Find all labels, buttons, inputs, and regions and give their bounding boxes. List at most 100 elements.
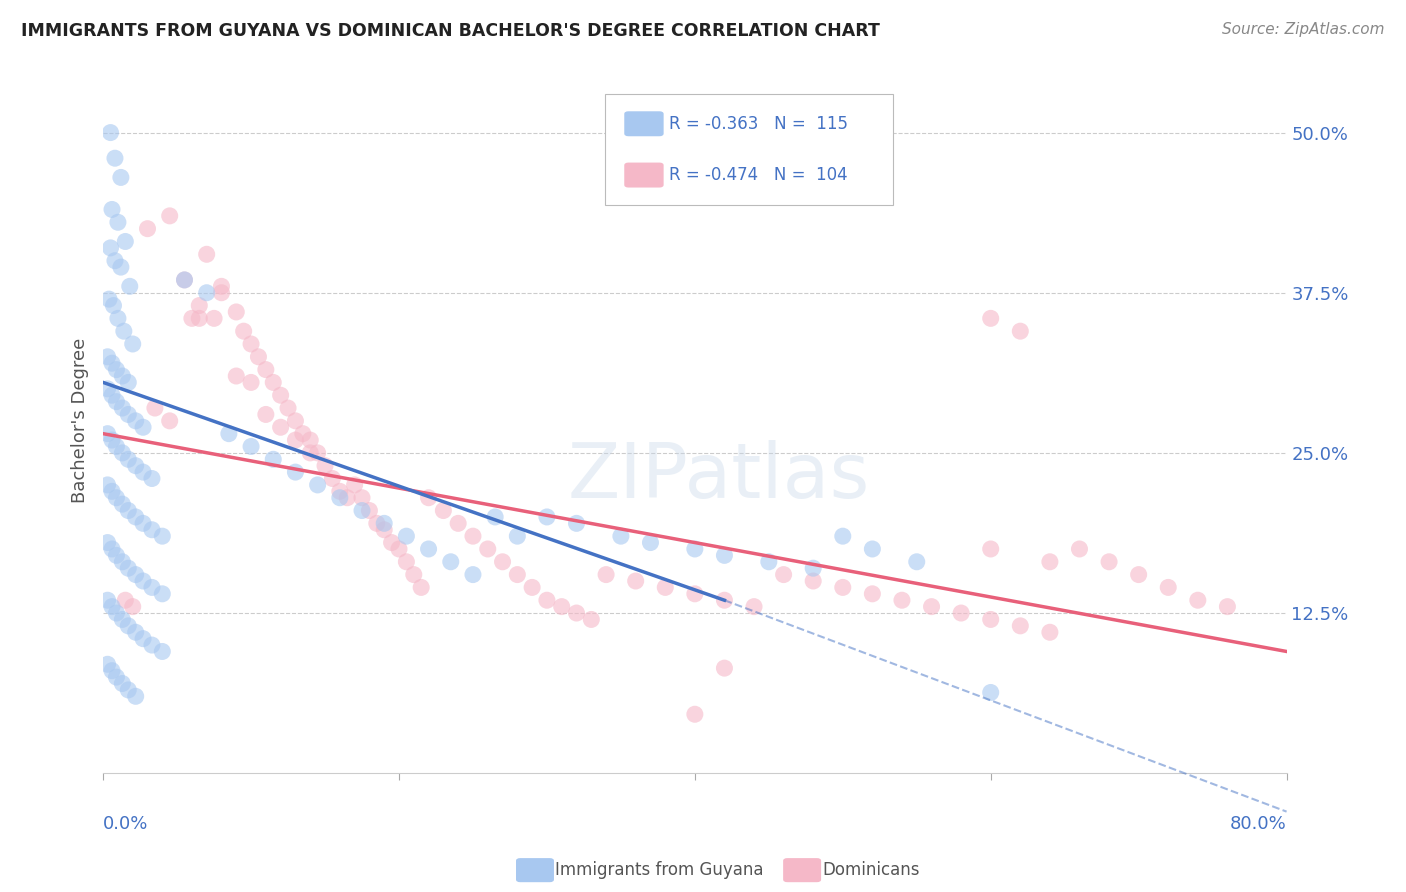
Point <box>132 465 155 479</box>
Point <box>141 471 163 485</box>
Point <box>100 126 122 140</box>
Point <box>211 285 233 300</box>
Point <box>188 311 211 326</box>
Point <box>536 510 558 524</box>
Point <box>101 356 124 370</box>
Point <box>240 337 263 351</box>
Point <box>307 446 329 460</box>
Point <box>202 311 225 326</box>
Text: 0.0%: 0.0% <box>103 815 149 833</box>
Point <box>388 541 411 556</box>
Text: 80.0%: 80.0% <box>1230 815 1286 833</box>
Point <box>111 401 134 415</box>
Point <box>291 426 314 441</box>
Point <box>395 529 418 543</box>
Point <box>461 567 484 582</box>
Point <box>270 388 292 402</box>
Point <box>124 625 146 640</box>
Point <box>683 707 706 722</box>
Point <box>772 567 794 582</box>
Y-axis label: Bachelor's Degree: Bachelor's Degree <box>72 338 89 503</box>
Point <box>101 541 124 556</box>
Point <box>270 420 292 434</box>
Point <box>801 574 824 588</box>
Point <box>654 581 676 595</box>
Point <box>860 541 883 556</box>
Point <box>980 612 1002 626</box>
Point <box>891 593 914 607</box>
Point <box>118 279 141 293</box>
Point <box>173 273 195 287</box>
Point <box>536 593 558 607</box>
Point <box>950 606 973 620</box>
Point <box>336 491 359 505</box>
Point <box>98 292 121 306</box>
Point <box>105 491 128 505</box>
Point <box>101 202 124 217</box>
Point <box>180 311 202 326</box>
Point <box>411 581 433 595</box>
Point <box>1010 619 1032 633</box>
Point <box>359 503 381 517</box>
Point <box>97 350 120 364</box>
Point <box>366 516 388 531</box>
Point <box>581 612 603 626</box>
Point <box>97 535 120 549</box>
Point <box>343 478 366 492</box>
Point <box>350 503 373 517</box>
Point <box>284 414 307 428</box>
Point <box>97 593 120 607</box>
Point <box>97 426 120 441</box>
Point <box>105 606 128 620</box>
Point <box>111 676 134 690</box>
Point <box>277 401 299 415</box>
Point <box>742 599 765 614</box>
Point <box>520 581 543 595</box>
Point <box>262 452 284 467</box>
Point <box>307 478 329 492</box>
Text: R = -0.363   N =  115: R = -0.363 N = 115 <box>669 115 848 133</box>
Point <box>254 408 277 422</box>
Point <box>97 657 120 672</box>
Point <box>141 581 163 595</box>
Point <box>121 599 143 614</box>
Point <box>105 394 128 409</box>
Point <box>713 549 735 563</box>
Point <box>1216 599 1239 614</box>
Point <box>117 682 139 697</box>
Point <box>329 484 352 499</box>
Point <box>104 151 127 165</box>
Point <box>240 440 263 454</box>
Point <box>980 311 1002 326</box>
Point <box>218 426 240 441</box>
Point <box>461 529 484 543</box>
Point <box>329 491 352 505</box>
Point <box>117 619 139 633</box>
Point <box>111 497 134 511</box>
Point <box>105 440 128 454</box>
Point <box>565 516 588 531</box>
Point <box>124 458 146 473</box>
Point <box>101 388 124 402</box>
Point <box>150 587 173 601</box>
Text: Dominicans: Dominicans <box>823 861 920 879</box>
Point <box>683 587 706 601</box>
Point <box>640 535 662 549</box>
Point <box>506 529 529 543</box>
Point <box>225 305 247 319</box>
Point <box>477 541 499 556</box>
Point <box>1069 541 1091 556</box>
Point <box>112 324 135 338</box>
Point <box>100 241 122 255</box>
Point <box>610 529 633 543</box>
Point <box>159 209 181 223</box>
Point <box>121 337 143 351</box>
Point <box>1010 324 1032 338</box>
Point <box>110 170 132 185</box>
Point <box>1039 555 1062 569</box>
Point <box>350 491 373 505</box>
Point <box>132 632 155 646</box>
Point <box>107 215 129 229</box>
Point <box>921 599 943 614</box>
Point <box>141 638 163 652</box>
